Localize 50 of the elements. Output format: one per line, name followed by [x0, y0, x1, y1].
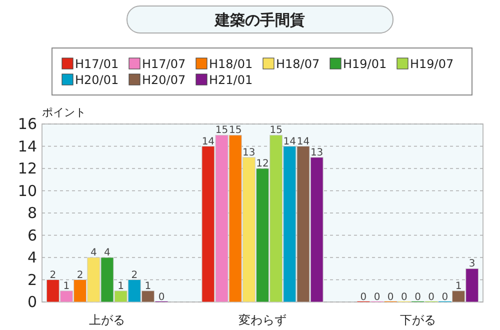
- chart-title: 建築の手間賃: [214, 11, 305, 29]
- data-label: 0: [414, 292, 421, 303]
- data-label: 15: [270, 125, 282, 136]
- y-tick-label: 12: [18, 160, 37, 178]
- legend-label: H18/07: [276, 57, 320, 71]
- data-label: 0: [158, 292, 165, 303]
- legend-label: H21/01: [209, 73, 253, 87]
- data-label: 2: [50, 270, 56, 281]
- data-label: 15: [228, 125, 242, 136]
- legend-label: H19/07: [410, 57, 454, 71]
- data-label: 14: [202, 136, 215, 148]
- y-tick-label: 0: [27, 293, 37, 311]
- data-label: 0: [360, 292, 367, 303]
- data-label: 14: [283, 136, 296, 148]
- y-tick-label: 2: [27, 270, 37, 289]
- data-label: 13: [310, 147, 324, 158]
- y-tick-label: 8: [27, 204, 37, 222]
- data-label: 2: [131, 270, 138, 281]
- data-label: 1: [455, 280, 462, 292]
- data-label: 0: [387, 292, 394, 303]
- legend-label: H18/01: [209, 57, 253, 71]
- y-tick-label: 14: [18, 137, 37, 156]
- y-tick-label: 16: [18, 115, 37, 133]
- data-label: 4: [90, 248, 97, 258]
- x-tick-label: 上がる: [89, 313, 126, 327]
- data-label: 1: [63, 280, 70, 292]
- data-label: 0: [442, 292, 448, 303]
- legend-label: H19/01: [343, 57, 387, 71]
- legend-label: H20/01: [75, 73, 119, 87]
- data-label: 15: [215, 125, 228, 136]
- data-label: 13: [242, 147, 256, 158]
- data-label: 14: [296, 136, 310, 148]
- legend-label: H20/07: [142, 73, 186, 87]
- legend-label: H17/07: [142, 57, 186, 71]
- y-tick-label: 10: [18, 182, 37, 200]
- data-label: 3: [468, 258, 476, 270]
- y-axis-title: ポイント: [42, 106, 86, 119]
- y-tick-label: 4: [27, 248, 37, 266]
- x-tick-label: 変わらず: [238, 313, 286, 327]
- x-tick-label: 下がる: [400, 313, 436, 327]
- data-label: 0: [401, 292, 408, 303]
- legend-label: H17/01: [75, 57, 119, 71]
- data-label: 0: [374, 292, 380, 303]
- data-label: 2: [76, 270, 84, 281]
- data-label: 12: [256, 158, 269, 170]
- data-label: 1: [144, 280, 152, 292]
- data-label: 4: [104, 248, 110, 258]
- data-label: 0: [428, 292, 435, 303]
- y-tick-label: 6: [27, 226, 37, 244]
- data-label: 1: [118, 280, 124, 292]
